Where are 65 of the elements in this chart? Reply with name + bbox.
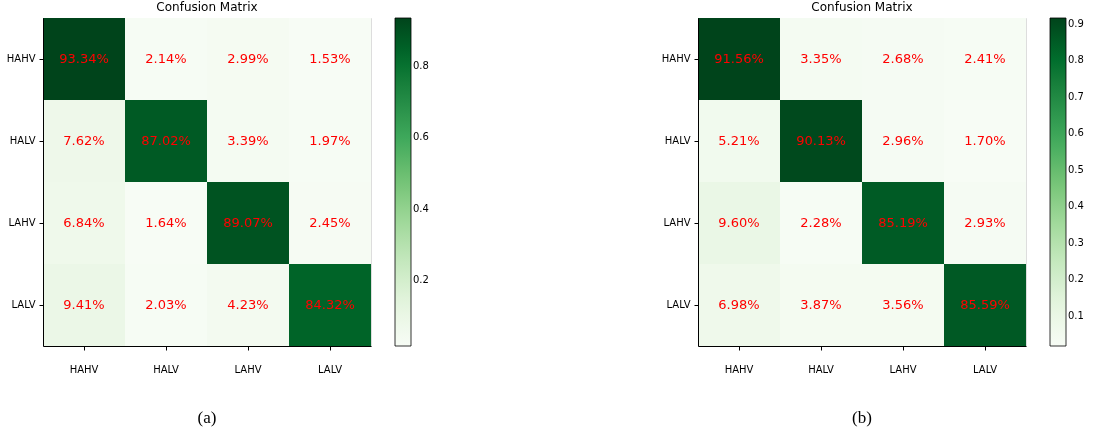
color-bar-label: 0.4 [413, 202, 429, 214]
data-label: 4.23% [227, 297, 269, 312]
data-label: 85.59% [960, 297, 1010, 312]
data-label: 1.64% [145, 215, 187, 230]
data-label: 87.02% [141, 133, 191, 148]
y-tick-label: HAHV [661, 53, 691, 64]
y-tick-label: LALV [11, 299, 36, 310]
data-label: 3.39% [227, 133, 269, 148]
data-label: 2.28% [800, 215, 842, 230]
x-tick-label: HAHV [724, 363, 754, 375]
y-tick-label: LAHV [8, 217, 36, 228]
data-label: 91.56% [714, 51, 764, 66]
data-label: 2.14% [145, 51, 187, 66]
data-label: 85.19% [878, 215, 928, 230]
data-label: 89.07% [223, 215, 273, 230]
color-bar-label: 0.1 [1068, 309, 1084, 321]
data-label: 93.34% [59, 51, 109, 66]
data-label: 9.60% [718, 215, 760, 230]
x-tick-label: HALV [153, 363, 179, 375]
color-bar-label: 0.2 [1068, 273, 1084, 285]
data-label: 1.70% [964, 133, 1006, 148]
x-tick-label: HALV [808, 363, 834, 375]
data-label: 2.96% [882, 133, 924, 148]
color-bar-label: 0.6 [1068, 127, 1084, 139]
data-label: 3.56% [882, 297, 924, 312]
data-label: 3.87% [800, 297, 842, 312]
color-bar-label: 0.2 [413, 274, 429, 286]
data-label: 2.03% [145, 297, 187, 312]
y-tick-label: LAHV [663, 217, 691, 228]
y-tick-label: HAHV [6, 53, 36, 64]
y-tick-label: LALV [666, 299, 691, 310]
data-label: 2.99% [227, 51, 269, 66]
data-label: 3.35% [800, 51, 842, 66]
color-bar-label: 0.7 [1068, 90, 1084, 102]
data-label: 2.45% [309, 215, 351, 230]
x-tick-label: LALV [973, 363, 998, 375]
color-bar-label: 0.5 [1068, 163, 1084, 175]
color-bar-label: 0.8 [1068, 54, 1084, 66]
color-bar-label: 0.8 [413, 59, 429, 71]
data-label: 90.13% [796, 133, 846, 148]
x-tick-label: LAHV [234, 363, 262, 375]
data-label: 7.62% [63, 133, 105, 148]
y-tick-label: HALV [664, 135, 691, 146]
data-label: 84.32% [305, 297, 355, 312]
data-label: 6.84% [63, 215, 105, 230]
data-label: 1.53% [309, 51, 351, 66]
color-bar-label: 0.3 [1068, 236, 1084, 248]
x-tick-label: LALV [318, 363, 343, 375]
text: (b) [852, 408, 872, 427]
data-label: 1.97% [309, 133, 351, 148]
data-label: 6.98% [718, 297, 760, 312]
color-bar-label: 0.4 [1068, 200, 1084, 212]
x-tick-label: LAHV [889, 363, 917, 375]
data-label: 5.21% [718, 133, 760, 148]
data-label: 2.93% [964, 215, 1006, 230]
chart-title: Confusion Matrix [811, 0, 913, 14]
x-tick-label: HAHV [69, 363, 99, 375]
data-label: 2.68% [882, 51, 924, 66]
color-bar-label: 0.9 [1068, 17, 1084, 29]
data-label: 2.41% [964, 51, 1006, 66]
y-tick-label: HALV [9, 135, 36, 146]
data-label: 9.41% [63, 297, 105, 312]
color-bar-label: 0.6 [413, 131, 429, 143]
chart-title: Confusion Matrix [156, 0, 258, 14]
text: (a) [197, 408, 217, 427]
